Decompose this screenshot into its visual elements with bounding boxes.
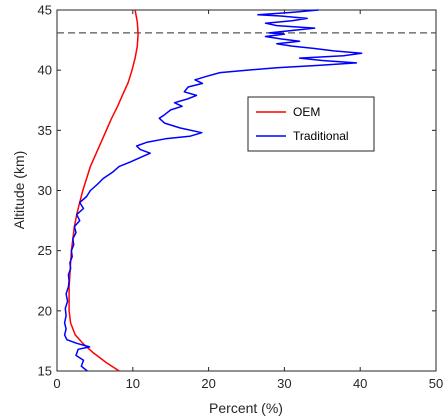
legend-label-traditional: Traditional (293, 129, 349, 143)
legend-box (247, 96, 375, 152)
legend-label-oem: OEM (293, 105, 320, 119)
y-tick-label: 45 (38, 3, 52, 18)
y-axis-title: Altitude (km) (11, 151, 27, 230)
series-line-traditional (63, 9, 363, 372)
plot-area (56, 9, 437, 372)
x-axis-title: Percent (%) (209, 400, 283, 416)
y-ticks: 15 20 25 30 35 40 45 (38, 3, 436, 379)
y-tick-label: 20 (38, 303, 52, 318)
x-tick-label: 10 (126, 376, 140, 391)
y-tick-label: 35 (38, 123, 52, 138)
legend: OEM Traditional (247, 96, 375, 152)
y-tick-label: 40 (38, 63, 52, 78)
x-tick-label: 30 (277, 376, 291, 391)
y-tick-label: 25 (38, 243, 52, 258)
y-tick-label: 15 (38, 364, 52, 379)
x-tick-label: 40 (353, 376, 367, 391)
series-line-oem (68, 9, 139, 372)
x-tick-label: 0 (53, 376, 60, 391)
x-tick-label: 50 (429, 376, 443, 391)
y-tick-label: 30 (38, 183, 52, 198)
x-ticks: 0 10 20 30 40 50 (53, 10, 443, 391)
series-layer (63, 9, 363, 372)
x-tick-label: 20 (201, 376, 215, 391)
